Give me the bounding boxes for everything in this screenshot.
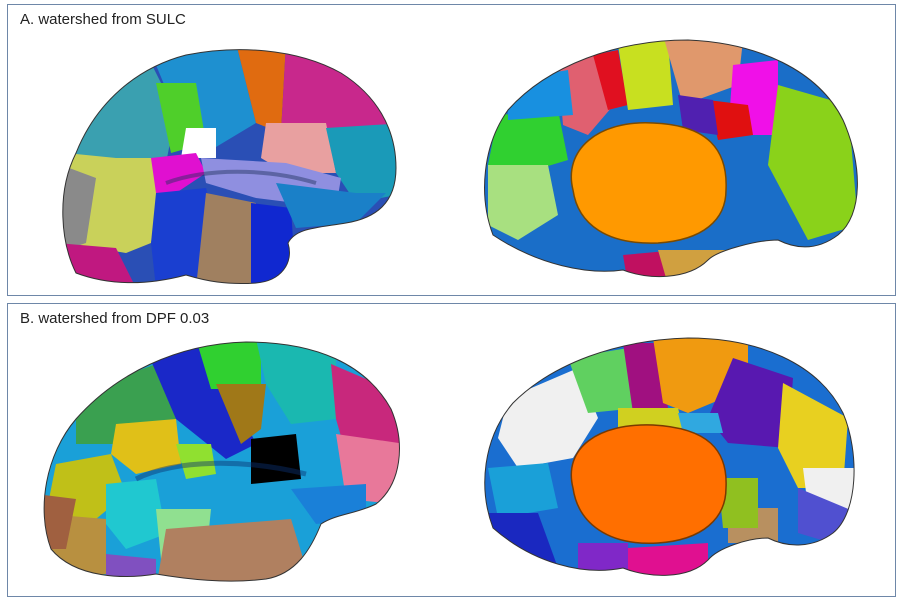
brain-medial-view-a <box>484 39 858 278</box>
brain-lateral-view-a <box>62 49 397 284</box>
brain-medial-view-b <box>484 337 855 576</box>
corpus-callosum-b <box>570 424 727 544</box>
panel-b-label: B. watershed from DPF 0.03 <box>20 310 210 327</box>
panel-b: B. watershed from DPF 0.03 <box>7 303 896 597</box>
brain-lateral-view-b <box>43 341 400 582</box>
corpus-callosum-a <box>570 122 727 244</box>
panel-a: A. watershed from SULC <box>7 4 896 296</box>
panel-a-label: A. watershed from SULC <box>20 11 186 28</box>
